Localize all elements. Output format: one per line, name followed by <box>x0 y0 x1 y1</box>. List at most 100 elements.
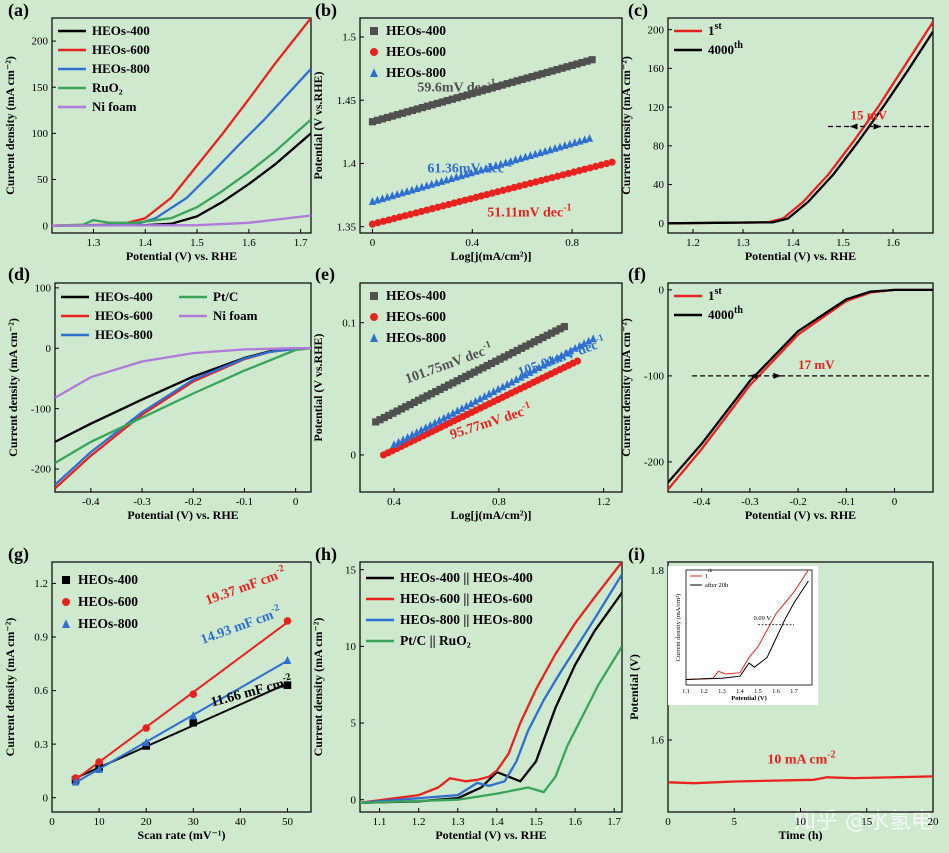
data-point <box>488 84 496 92</box>
data-point <box>95 758 103 766</box>
y-tick-label: 0.1 <box>342 317 356 329</box>
plot-frame <box>54 282 312 493</box>
data-point <box>548 174 556 182</box>
y-axis-label: Potential (V vs.RHE) <box>311 71 325 179</box>
series-line <box>55 347 311 464</box>
legend-label: HEOs-800 <box>92 61 150 76</box>
data-point <box>444 411 452 420</box>
data-point <box>597 161 605 169</box>
x-tick-label: 1.6 <box>886 237 900 249</box>
data-point <box>568 61 576 69</box>
inset-legend-label: 1th <box>705 569 713 580</box>
data-point <box>543 331 551 339</box>
data-point <box>583 57 591 65</box>
series-line <box>52 118 311 227</box>
data-point <box>499 382 507 391</box>
data-point <box>449 408 457 417</box>
x-tick-label: 1.5 <box>190 237 204 249</box>
y-axis-label: Current density (mA cm⁻²) <box>619 318 633 457</box>
x-tick-label: 1.3 <box>736 237 750 249</box>
data-point <box>558 64 566 72</box>
data-point <box>431 418 439 427</box>
data-point <box>378 115 387 123</box>
data-point <box>537 176 545 185</box>
data-point <box>539 333 547 342</box>
data-point <box>608 158 616 166</box>
y-tick-label: -100 <box>31 403 52 415</box>
y-tick-label: 0 <box>659 218 665 230</box>
data-point <box>370 48 378 56</box>
plot-area <box>71 617 292 786</box>
inset-y-label: Current density (mA/cm²) <box>675 594 682 662</box>
data-point <box>521 181 529 189</box>
data-point <box>462 372 470 381</box>
data-point <box>562 348 570 357</box>
data-point <box>413 105 421 113</box>
data-point <box>553 65 561 74</box>
data-point <box>513 346 521 355</box>
legend-label: HEOs-600 <box>386 309 446 324</box>
legend-label: Pt/C <box>213 289 238 304</box>
data-point <box>494 384 502 393</box>
series-line <box>52 214 311 227</box>
data-point <box>483 190 491 199</box>
data-point <box>394 437 403 446</box>
panel-label: (g) <box>8 544 29 565</box>
x-axis-label: Potential (V) vs. RHE <box>126 249 237 263</box>
y-tick-label: 1.2 <box>34 578 48 590</box>
data-point <box>389 409 397 417</box>
data-point <box>560 323 568 331</box>
data-point <box>408 106 416 115</box>
data-point <box>547 329 556 337</box>
data-point <box>573 60 581 68</box>
data-point <box>396 213 404 221</box>
x-axis-label: Log[j(mA/cm²)] <box>451 249 532 263</box>
data-point <box>473 88 481 96</box>
series-line <box>668 775 933 785</box>
data-point <box>483 85 491 93</box>
data-point <box>490 387 498 396</box>
y-tick-label: 15 <box>345 564 357 576</box>
legend-label: HEOs-800 <box>78 616 138 631</box>
x-axis-label: Scan rate (mV⁻¹) <box>138 828 226 842</box>
series-line <box>668 288 933 484</box>
legend-label: 4000th <box>708 40 743 57</box>
data-point <box>466 195 475 203</box>
data-point <box>283 617 292 625</box>
data-point <box>575 167 583 175</box>
legend-label: HEOs-600 <box>95 308 153 323</box>
data-point <box>517 372 525 381</box>
data-point <box>370 333 378 342</box>
legend-label: HEOs-400 <box>95 289 153 304</box>
series-line <box>52 68 311 227</box>
series-line <box>360 562 622 804</box>
data-point <box>370 292 378 300</box>
y-axis-label: Current density (mA cm⁻²) <box>3 56 17 195</box>
data-point <box>548 67 556 75</box>
x-tick-label: -0.3 <box>741 496 759 508</box>
data-point <box>463 91 471 99</box>
data-point <box>504 185 513 193</box>
panel-label: (a) <box>8 0 29 21</box>
data-point <box>472 193 480 201</box>
data-point <box>492 357 500 365</box>
data-point <box>426 420 434 429</box>
data-point <box>374 219 382 227</box>
data-point <box>479 364 487 372</box>
legend-label: RuO₂ <box>92 80 123 95</box>
data-point <box>518 75 526 84</box>
plot-area <box>668 288 933 491</box>
legend-label: HEOs-400 <box>92 23 150 38</box>
data-point <box>533 71 541 79</box>
data-point <box>503 80 511 88</box>
data-point <box>370 27 378 35</box>
plot-frame <box>359 282 623 493</box>
data-point <box>530 338 538 346</box>
series-line <box>360 573 622 804</box>
data-point <box>440 413 448 422</box>
panel-b: (b) 0 0.4 0.8 1.35 1.4 1.45 1.5 Log[j(mA/cm²)] Po… <box>311 0 623 263</box>
data-point <box>471 396 480 405</box>
data-point <box>458 92 466 100</box>
x-tick-label: 10 <box>795 816 807 828</box>
x-tick-label: -0.3 <box>133 496 151 508</box>
